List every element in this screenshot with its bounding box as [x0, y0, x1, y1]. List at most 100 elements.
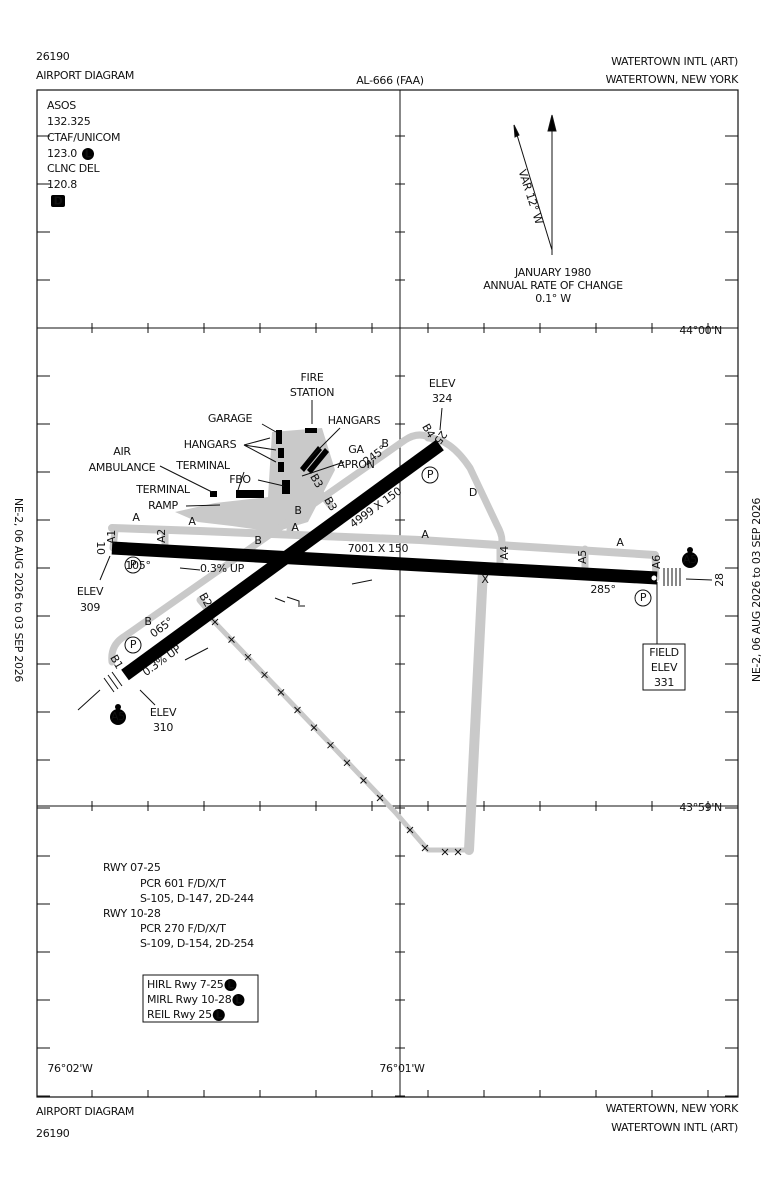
runway-data: RWY 10-28 [103, 907, 161, 920]
elevations: 331 [654, 676, 674, 689]
hot-spot-dot [115, 704, 121, 710]
hot-spot-dot [687, 547, 693, 553]
facilities: TERMINAL [135, 483, 191, 496]
hot-spot [110, 709, 126, 725]
facilities: APRON [337, 458, 374, 471]
runways [77, 439, 713, 711]
buildings [210, 428, 329, 498]
al-number: AL-666 (FAA) [356, 74, 424, 87]
taxiway-labels: P [130, 638, 137, 651]
label: CTAF/UNICOM [47, 131, 120, 144]
badge: L [227, 979, 234, 992]
chart-number: 26190 [36, 50, 70, 63]
facilities: STATION [290, 386, 334, 399]
taxiway-labels: B [294, 504, 301, 517]
variation: VAR 12° W [516, 168, 546, 226]
taxiway-labels: B [144, 615, 151, 628]
elevations: 309 [80, 601, 100, 614]
facilities: AMBULANCE [89, 461, 156, 474]
badge: L [215, 1009, 222, 1022]
cross [277, 689, 285, 696]
lat-south: 43°59'N [679, 801, 722, 814]
city: WATERTOWN, NEW YORK [606, 73, 740, 86]
ticks [37, 135, 738, 1097]
leaders [99, 114, 686, 1023]
taxiway-labels: P [130, 558, 137, 571]
cross [310, 724, 318, 731]
taxiway-labels: B1 [107, 652, 125, 671]
runway-data: RWY 07-25 [103, 861, 161, 874]
cross [376, 794, 384, 802]
taxiway-labels: A4 [498, 546, 511, 560]
facilities: AIR [113, 445, 131, 458]
taxiway-labels: A [421, 528, 429, 541]
badge-circle [224, 979, 237, 991]
facilities: FBO [229, 473, 251, 486]
runway-data: S-109, D-154, 2D-254 [140, 937, 254, 950]
runway-labels: 0.3% UP [200, 562, 245, 575]
effective-date: NE-2, 06 AUG 2026 to 03 SEP 2026 [750, 498, 763, 683]
taxiway-labels: A5 [111, 710, 125, 723]
taxiway-labels: A [132, 511, 140, 524]
elevations: 324 [432, 392, 452, 405]
facilities: GARAGE [208, 412, 253, 425]
title: AIRPORT DIAGRAM [36, 1105, 134, 1118]
parking-circle [634, 589, 652, 607]
frequency: 120.8 [47, 178, 77, 191]
lat-north: 44°00'N [679, 324, 722, 337]
badge-box [51, 195, 65, 207]
cross [294, 706, 301, 714]
facilities: FIRE [301, 371, 324, 384]
rate-label: ANNUAL RATE OF CHANGE [483, 279, 623, 292]
effective-date: NE-2, 06 AUG 2026 to 03 SEP 2026 [12, 498, 25, 683]
facilities: RAMP [148, 499, 178, 512]
runway-labels: 10 [94, 541, 107, 555]
hot-spot [682, 552, 698, 568]
cross [421, 844, 429, 852]
taxiway-labels: B2 [196, 590, 214, 609]
badge-circle [232, 994, 245, 1006]
parking-circle [124, 556, 142, 574]
elevations: ELEV [150, 706, 177, 719]
facilities: GA [348, 443, 364, 456]
frequency: 123.0 [47, 147, 77, 160]
elevations: ELEV [651, 661, 678, 674]
cross [211, 618, 219, 626]
rate: 0.1° W [535, 292, 571, 305]
frequency: 132.325 [47, 115, 91, 128]
runway-labels: 28 [713, 573, 726, 587]
runway-data: PCR 270 F/D/X/T [140, 922, 226, 935]
cross [343, 759, 351, 767]
label: CLNC DEL [47, 162, 101, 175]
parking-circles [124, 466, 652, 654]
text: HIRL Rwy 7-25 [147, 978, 224, 991]
taxiway-labels: A6 [650, 555, 663, 569]
taxiway-labels: B3 [307, 471, 325, 490]
badge-circle [212, 1009, 225, 1021]
taxiway-labels: B4 [419, 421, 437, 440]
lon-west: 76°02'W [47, 1062, 93, 1075]
badge: L [85, 148, 92, 161]
badge-circle [82, 148, 94, 160]
badge: L [235, 994, 242, 1007]
taxiway-labels: A5 [683, 553, 697, 566]
airport: WATERTOWN INTL (ART) [611, 55, 738, 68]
city: WATERTOWN, NEW YORK [606, 1102, 740, 1115]
runway-data: S-105, D-147, 2D-244 [140, 892, 254, 905]
runway-labels: 285° [590, 583, 615, 596]
taxiway-labels: D [469, 486, 477, 499]
taxiway-labels: A2 [155, 529, 168, 543]
cross [360, 777, 367, 784]
elevations: ELEV [77, 585, 104, 598]
elevations: ELEV [429, 377, 456, 390]
runway-labels: 7001 X 150 [348, 542, 409, 555]
taxiway-labels: B3 [321, 494, 339, 513]
cross [406, 826, 414, 834]
taxiway-labels: B [381, 437, 388, 450]
cross [454, 848, 462, 856]
cross [327, 741, 334, 749]
runway-data: PCR 601 F/D/X/T [140, 877, 226, 890]
text: REIL Rwy 25 [147, 1008, 212, 1021]
cross [228, 636, 235, 643]
taxiway-labels: A [291, 521, 299, 534]
